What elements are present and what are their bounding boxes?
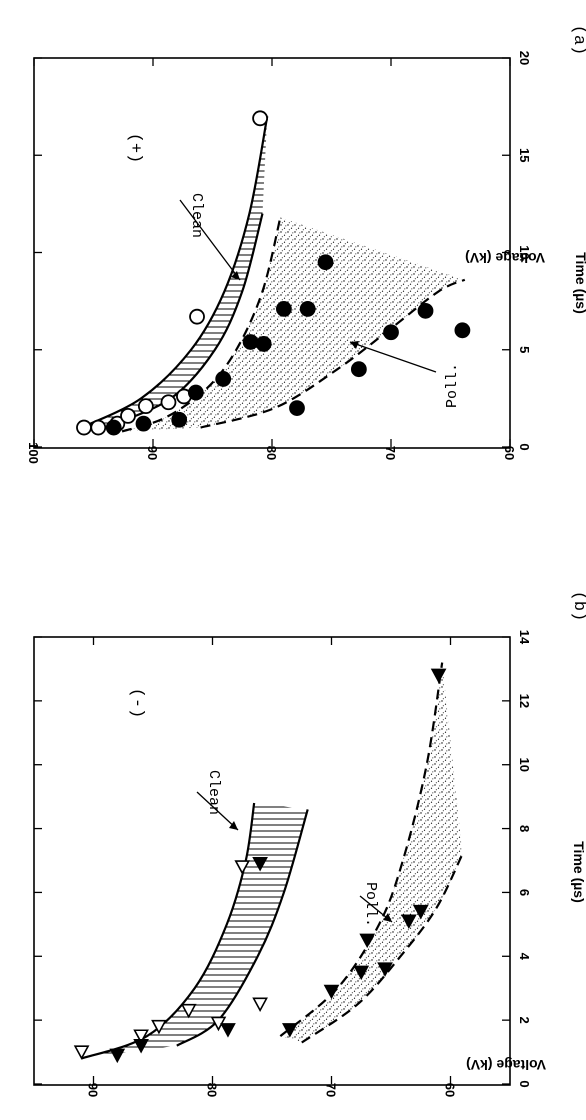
- panel-a-label: (a): [569, 25, 586, 56]
- filled-triangle-marker: [133, 1039, 149, 1054]
- open-circle-marker: [160, 394, 177, 411]
- x-tick-label: 4: [517, 953, 532, 961]
- panel-a-clean-arrow: [179, 199, 241, 281]
- filled-circle-marker: [187, 384, 204, 401]
- panel-b-chart: 60 70 80 90 0 2 4 6 8 10 12 14 (b) (-) Voltage (kV)…: [33, 591, 586, 1097]
- y-tick-label: 90: [145, 446, 160, 460]
- poll-lower-curve: [301, 853, 464, 1044]
- x-tick-label: 0: [517, 1080, 532, 1087]
- panel-a-xlabel: Time (µs): [573, 252, 586, 314]
- filled-circle-marker: [317, 254, 334, 271]
- poll-stippled-band: [122, 217, 465, 432]
- filled-circle-marker: [299, 301, 316, 317]
- filled-triangle-marker: [430, 668, 447, 684]
- x-tick-label: 10: [517, 757, 532, 771]
- x-tick-label: 2: [517, 1017, 532, 1024]
- poll-lower-curve: [200, 278, 466, 429]
- y-tick-label: 60: [443, 1083, 458, 1097]
- open-triangle-marker: [180, 1003, 197, 1019]
- open-circle-marker: [137, 398, 154, 415]
- x-tick-label: 14: [517, 630, 532, 645]
- panel-a-ticks: 60 70 80 90 100 0 5 10 15 20: [26, 51, 532, 464]
- x-tick-label: 10: [517, 245, 532, 259]
- panel-b-label: (b): [569, 591, 586, 622]
- x-tick-label: 20: [517, 51, 532, 65]
- panel-b-clean-annotation: Clean: [205, 770, 222, 815]
- panel-b-points: [73, 668, 447, 1064]
- panel-a-clean-annotation: Clean: [188, 193, 205, 238]
- clean-lower-curve: [176, 809, 309, 1047]
- y-tick-label: 80: [264, 446, 279, 460]
- x-tick-label: 15: [517, 148, 532, 162]
- panel-a-ylabel: Voltage (kV): [465, 250, 545, 266]
- clean-upper-curve: [81, 116, 269, 429]
- filled-circle-marker: [289, 400, 305, 417]
- filled-triangle-marker: [252, 857, 268, 872]
- open-circle-marker: [76, 419, 92, 436]
- panel-b-polarity: (-): [127, 688, 146, 719]
- y-tick-label: 90: [86, 1083, 101, 1097]
- filled-triangle-marker: [401, 914, 417, 930]
- panel-b-ylabel: Voltage (kV): [466, 1057, 546, 1073]
- open-circle-marker: [120, 407, 136, 424]
- filled-circle-marker: [383, 324, 399, 341]
- x-tick-label: 6: [517, 889, 532, 896]
- filled-circle-marker: [105, 419, 122, 436]
- y-tick-label: 70: [383, 446, 398, 460]
- poll-stippled-band: [280, 662, 463, 1043]
- panel-a-poll-arrow: [349, 341, 437, 373]
- open-triangle-marker: [133, 1029, 149, 1044]
- filled-circle-marker: [275, 301, 292, 317]
- x-tick-label: 5: [517, 346, 532, 353]
- x-tick-label: 8: [517, 825, 532, 832]
- filled-circle-marker: [454, 322, 471, 339]
- panel-a-points: [76, 110, 471, 436]
- clean-hatched-band: [81, 803, 308, 1059]
- panel-a-poll-arrowhead: [350, 341, 359, 349]
- panel-b-frame: [33, 636, 511, 1086]
- filled-triangle-marker: [323, 984, 340, 1000]
- filled-circle-marker: [255, 336, 272, 352]
- filled-triangle-marker: [359, 933, 376, 949]
- filled-circle-marker: [215, 371, 232, 387]
- panel-b-poll-arrowhead: [383, 913, 392, 922]
- panel-a-polarity: (+): [125, 133, 144, 164]
- filled-triangle-marker: [353, 965, 370, 981]
- panel-b-clean-arrow: [196, 791, 239, 831]
- open-circle-marker: [90, 419, 107, 436]
- filled-circle-marker: [171, 411, 188, 428]
- filled-triangle-marker: [412, 904, 429, 920]
- x-tick-label: 0: [517, 443, 532, 450]
- panel-b-bands: [81, 662, 463, 1059]
- panel-b-xlabel: Time (µs): [571, 841, 586, 903]
- x-tick-label: 12: [517, 694, 532, 708]
- open-triangle-marker: [73, 1045, 90, 1060]
- filled-triangle-marker: [282, 1023, 298, 1038]
- panel-a-poll-annotation: Poll.: [444, 363, 461, 408]
- filled-triangle-marker: [377, 962, 393, 977]
- panel-b-ticks: 60 70 80 90 0 2 4 6 8 10 12 14: [34, 630, 532, 1097]
- open-circle-marker: [189, 308, 205, 325]
- y-tick-label: 80: [205, 1083, 220, 1097]
- y-tick-label: 100: [26, 442, 41, 464]
- filled-circle-marker: [242, 334, 259, 350]
- open-triangle-marker: [151, 1019, 167, 1035]
- panel-a-chart: 60 70 80 90 100 0 5 10 15 20 (a) (+) Voltage (kV)…: [26, 25, 586, 464]
- panel-a-bands: [81, 116, 465, 432]
- y-tick-label: 60: [502, 446, 517, 460]
- filled-triangle-marker: [109, 1048, 126, 1064]
- open-triangle-marker: [252, 997, 268, 1013]
- filled-circle-marker: [135, 415, 152, 432]
- open-triangle-marker: [234, 860, 251, 875]
- filled-triangle-marker: [220, 1023, 236, 1038]
- panel-b-clean-arrowhead: [229, 821, 238, 830]
- open-circle-marker: [252, 110, 269, 127]
- y-tick-label: 70: [324, 1083, 339, 1097]
- filled-circle-marker: [350, 361, 367, 378]
- panel-a-clean-arrowhead: [231, 271, 240, 280]
- filled-circle-marker: [417, 302, 434, 319]
